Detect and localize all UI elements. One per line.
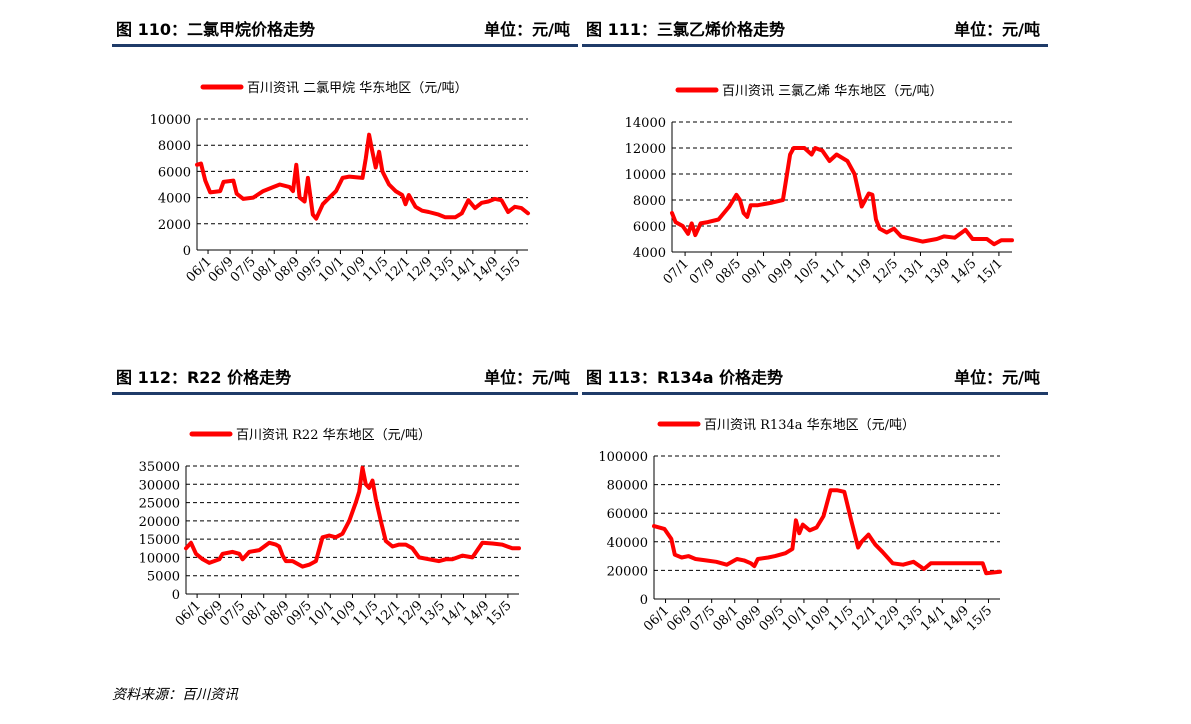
y-tick-label: 4000 [633, 246, 666, 261]
figure-unit: 单位：元/吨 [484, 368, 570, 387]
x-tick-label: 06/9 [664, 603, 695, 634]
y-tick-label: 8000 [158, 139, 191, 154]
series-line [652, 488, 1002, 576]
y-tick-label: 4000 [158, 192, 191, 207]
x-tick-label: 15/5 [964, 603, 995, 634]
y-tick-label: 0 [640, 593, 648, 608]
x-tick-label: 14/5 [948, 256, 979, 287]
x-tick-label: 08/5 [713, 256, 744, 287]
x-tick-label: 11/1 [818, 256, 849, 287]
y-tick-label: 10000 [139, 551, 180, 566]
x-tick-label: 13/5 [895, 603, 926, 634]
figure-unit: 单位：元/吨 [954, 20, 1040, 39]
x-tick-label: 12/9 [872, 603, 903, 634]
y-tick-label: 2000 [158, 218, 191, 233]
y-tick-label: 6000 [633, 220, 666, 235]
y-tick-label: 14000 [625, 116, 666, 131]
y-tick-label: 10000 [150, 113, 191, 128]
y-tick-label: 5000 [147, 570, 180, 585]
series-line [670, 146, 1014, 247]
panel-header: 图 112：R22 价格走势 单位：元/吨 [112, 358, 578, 395]
source-note: 资料来源：百川资讯 [112, 687, 238, 703]
x-tick-label: 07/5 [687, 603, 718, 634]
chart-panel-113: 图 113：R134a 价格走势 单位：元/吨 百川资讯 R134a 华东地区（… [582, 358, 1048, 668]
x-tick-label: 07/9 [687, 256, 718, 287]
figure-unit: 单位：元/吨 [484, 20, 570, 39]
y-tick-label: 15000 [139, 533, 180, 548]
y-tick-label: 6000 [158, 165, 191, 180]
y-tick-label: 60000 [607, 507, 648, 522]
line-chart: 百川资讯 R134a 华东地区（元/吨） 0 20000 40000 60000 8000… [598, 418, 1002, 634]
x-tick-label: 15/5 [493, 254, 524, 285]
x-tick-label: 12/5 [870, 256, 901, 287]
figure-title: 图 110：二氯甲烷价格走势 [116, 20, 315, 39]
y-tick-label: 20000 [139, 515, 180, 530]
chart-panel-111: 图 111：三氯乙烯价格走势 单位：元/吨 百川资讯 三氯乙烯 华东地区（元/吨… [582, 10, 1048, 330]
y-tick-label: 25000 [139, 497, 180, 512]
panel-header: 图 110：二氯甲烷价格走势 单位：元/吨 [112, 10, 578, 47]
legend-label: 百川资讯 二氯甲烷 华东地区（元/吨） [247, 81, 468, 96]
x-tick-label: 10/1 [780, 603, 811, 634]
x-tick-label: 08/9 [733, 603, 764, 634]
x-tick-label: 11/9 [844, 256, 875, 287]
y-tick-label: 0 [172, 588, 180, 603]
y-tick-label: 8000 [633, 194, 666, 209]
x-tick-label: 15/1 [974, 256, 1005, 287]
x-tick-label: 09/1 [739, 256, 770, 287]
x-tick-label: 10/5 [791, 256, 822, 287]
y-tick-label: 20000 [607, 564, 648, 579]
x-tick-label: 15/5 [483, 598, 514, 629]
x-tick-label: 11/5 [826, 603, 857, 634]
legend-label: 百川资讯 三氯乙烯 华东地区（元/吨） [722, 84, 943, 99]
series-line [184, 465, 521, 569]
line-chart: 百川资讯 二氯甲烷 华东地区（元/吨） 0 2000 4000 6000 8000 1000… [150, 81, 530, 285]
figure-title: 图 112：R22 价格走势 [116, 368, 292, 387]
x-tick-label: 13/1 [896, 256, 927, 287]
x-tick-label: 08/1 [710, 603, 741, 634]
y-tick-label: 10000 [625, 168, 666, 183]
line-chart: 百川资讯 R22 华东地区（元/吨） 0 5000 10000 15000 20000 25… [139, 428, 521, 629]
x-tick-label: 12/1 [849, 603, 880, 634]
x-tick-label: 09/9 [765, 256, 796, 287]
x-tick-label: 10/9 [803, 603, 834, 634]
y-tick-label: 100000 [598, 450, 648, 465]
y-tick-label: 0 [183, 244, 191, 259]
y-tick-label: 12000 [625, 142, 666, 157]
x-tick-label: 09/5 [756, 603, 787, 634]
figure-unit: 单位：元/吨 [954, 368, 1040, 387]
y-tick-label: 80000 [607, 479, 648, 494]
x-tick-label: 14/1 [918, 603, 949, 634]
x-tick-label: 14/9 [941, 603, 972, 634]
chart-panel-112: 图 112：R22 价格走势 单位：元/吨 百川资讯 R22 华东地区（元/吨）… [112, 358, 578, 668]
y-tick-label: 30000 [139, 478, 180, 493]
line-chart: 百川资讯 三氯乙烯 华东地区（元/吨） 4000 6000 8000 10000 1200… [625, 84, 1014, 287]
legend-label: 百川资讯 R134a 华东地区（元/吨） [704, 418, 915, 433]
y-tick-label: 40000 [607, 536, 648, 551]
figure-title: 图 113：R134a 价格走势 [586, 368, 784, 387]
y-tick-label: 35000 [139, 460, 180, 475]
chart-panel-110: 图 110：二氯甲烷价格走势 单位：元/吨 百川资讯 二氯甲烷 华东地区（元/吨… [112, 10, 578, 330]
x-tick-label: 13/9 [922, 256, 953, 287]
figure-title: 图 111：三氯乙烯价格走势 [586, 20, 785, 39]
panel-header: 图 113：R134a 价格走势 单位：元/吨 [582, 358, 1048, 395]
series-line [195, 132, 530, 221]
legend-label: 百川资讯 R22 华东地区（元/吨） [236, 428, 431, 443]
panel-header: 图 111：三氯乙烯价格走势 单位：元/吨 [582, 10, 1048, 47]
